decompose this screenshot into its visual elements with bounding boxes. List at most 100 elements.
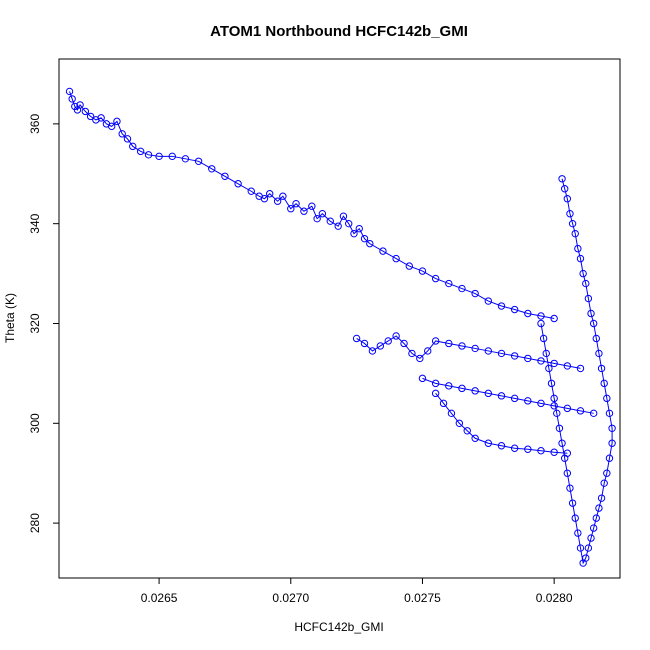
data-point [608,439,616,447]
data-point [574,529,582,537]
y-tick-label: 340 [28,213,42,233]
data-point [416,354,424,363]
data-point [560,454,569,462]
data-point [550,314,558,323]
data-point [439,399,448,408]
y-tick-label: 280 [28,513,42,533]
data-point [247,187,255,195]
data-point [597,364,606,373]
data-point [318,210,327,218]
data-point [510,444,519,452]
series-line [435,393,568,454]
data-point [458,342,466,350]
data-point [608,424,616,432]
data-point [392,332,400,340]
data-point [600,379,608,388]
data-point [524,309,532,318]
data-point [592,514,600,522]
y-tick-label: 320 [28,313,42,333]
data-point [524,445,532,453]
data-point [76,101,84,109]
data-point [571,229,579,238]
data-point [352,334,361,343]
data-point [445,279,453,288]
data-point [574,244,582,253]
data-point [589,319,598,328]
series-line [422,377,594,414]
x-axis-label: HCFC142b_GMI [294,620,383,634]
data-point [537,319,545,328]
data-point [589,409,598,418]
data-point [81,107,90,116]
data-point [547,379,556,388]
data-point [368,347,377,355]
data-point [600,479,608,487]
y-tick-label: 300 [28,413,42,433]
data-point [308,202,316,210]
data-point [113,117,121,126]
data-point [339,212,348,220]
x-tick-label: 0.0280 [536,591,573,605]
data-point [555,424,564,432]
data-point [484,297,493,305]
plot-frame [58,58,621,579]
data-point [350,229,358,238]
data-point [360,234,369,243]
data-point [558,439,566,447]
data-point [221,172,229,180]
data-point [431,337,440,345]
data-point [542,349,550,358]
data-point [445,382,453,390]
data-point [563,404,572,413]
y-axis-label: Theta (K) [3,293,17,343]
data-point [524,397,532,405]
data-point [379,247,387,255]
data-point [431,379,440,388]
data-point [587,534,595,542]
data-point [273,197,282,205]
data-point [553,409,561,418]
data-point [589,524,598,532]
data-point [384,337,392,345]
data-point [181,155,190,163]
y-tick-label: 360 [28,114,42,134]
data-point [68,95,76,103]
data-point [334,222,342,230]
data-point [360,339,369,348]
data-point [144,151,153,159]
data-point [208,165,216,173]
data-point [392,254,400,263]
data-point [471,289,479,298]
data-point [595,349,603,358]
data-point [605,409,614,418]
data-point [603,469,611,477]
data-point [550,359,558,368]
data-point [560,185,569,193]
data-point [510,394,519,403]
data-point [576,364,585,373]
data-point [313,214,321,223]
data-point [597,494,606,502]
data-point [484,439,493,447]
series-line [69,91,555,319]
data-point [260,195,269,203]
data-point [136,147,145,156]
data-point [471,344,479,353]
data-point [576,407,585,415]
data-point [497,349,506,358]
data-point [234,180,242,188]
data-point [266,190,274,198]
x-axis: 0.0265 0.0270 0.0275 0.0280 [141,578,573,605]
data-point [595,504,603,512]
data-point [418,374,427,383]
data-point [129,142,137,151]
data-point [558,175,566,183]
data-point [566,484,574,492]
data-point [155,152,163,161]
data-point [566,210,574,218]
x-tick-label: 0.0265 [141,591,178,605]
data-point [584,544,593,552]
data-point [292,200,300,208]
data-point [431,389,440,398]
